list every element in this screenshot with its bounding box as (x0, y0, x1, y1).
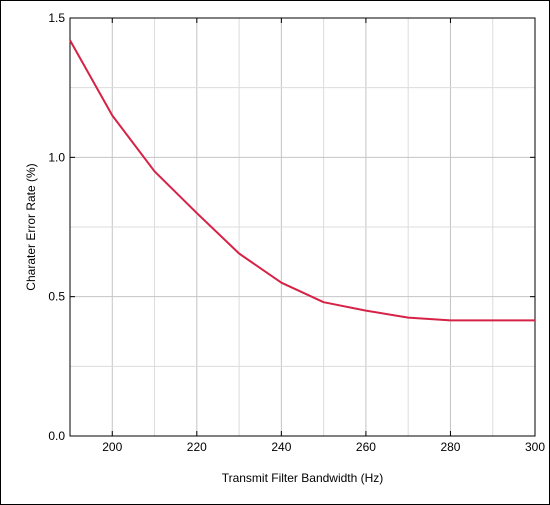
x-tick-label: 280 (440, 440, 460, 454)
y-axis-title: Charater Error Rate (%) (24, 163, 38, 290)
y-tick-label: 1.5 (48, 11, 65, 25)
grid (70, 18, 535, 436)
axis-ticks: 200 220 240 260 280 300 0.0 0.5 1.0 1.5 (48, 11, 545, 454)
x-tick-label: 200 (102, 440, 122, 454)
plot-area (69, 17, 536, 437)
y-tick-label: 0.0 (48, 429, 65, 443)
series-layer (69, 39, 535, 322)
y-tick-label: 1.0 (48, 150, 65, 164)
x-tick-label: 300 (525, 440, 545, 454)
y-tick-label: 0.5 (48, 290, 65, 304)
x-axis-title: Transmit Filter Bandwidth (Hz) (222, 471, 384, 485)
x-tick-label: 260 (356, 440, 376, 454)
x-tick-label: 240 (271, 440, 291, 454)
x-tick-label: 220 (187, 440, 207, 454)
series-line (69, 39, 535, 322)
